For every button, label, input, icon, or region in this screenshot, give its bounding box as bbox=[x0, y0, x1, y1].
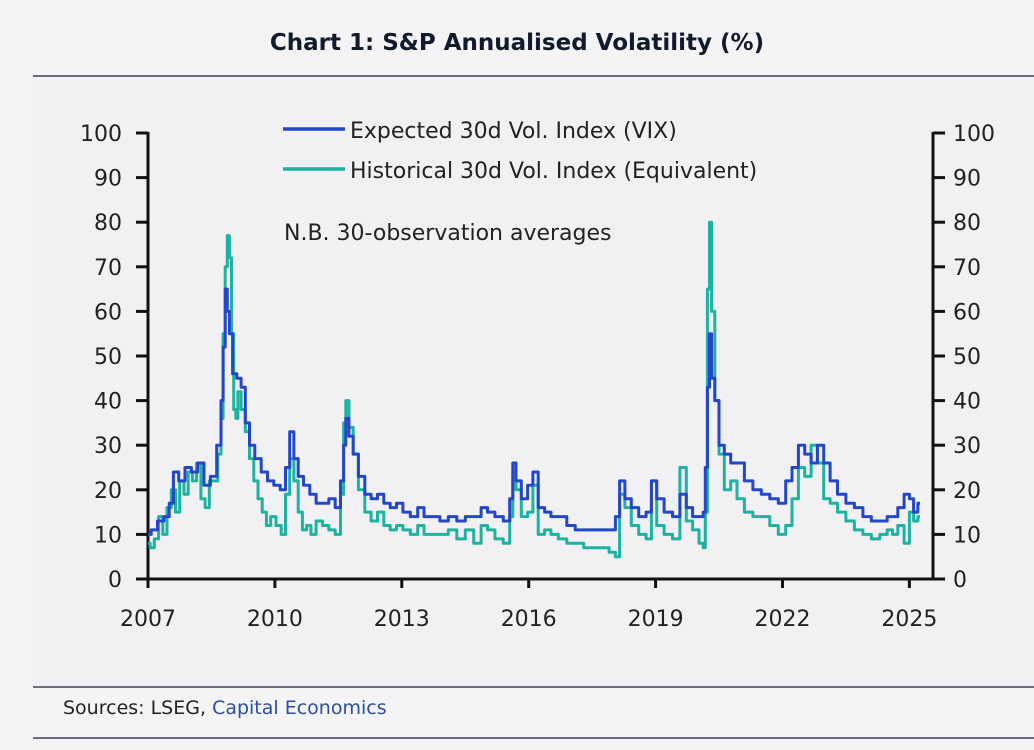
series-line-historical bbox=[148, 220, 920, 559]
sources-line: Sources: LSEG, Capital Economics bbox=[63, 697, 387, 719]
y-tick-label-left: 90 bbox=[94, 167, 122, 192]
x-tick-label: 2007 bbox=[120, 607, 176, 632]
y-tick-label-right: 10 bbox=[953, 523, 981, 548]
y-tick-label-right: 0 bbox=[953, 568, 967, 593]
chart-title: Chart 1: S&P Annualised Volatility (%) bbox=[269, 30, 765, 56]
y-tick-label-left: 100 bbox=[80, 122, 122, 147]
y-tick-label-left: 10 bbox=[94, 523, 122, 548]
y-tick-label-left: 50 bbox=[94, 345, 122, 370]
x-tick-label: 2025 bbox=[881, 607, 937, 632]
x-tick-label: 2016 bbox=[501, 607, 557, 632]
y-tick-label-right: 30 bbox=[953, 434, 981, 459]
y-tick-label-left: 60 bbox=[94, 300, 122, 325]
y-tick-label-left: 20 bbox=[94, 479, 122, 504]
y-tick-label-right: 90 bbox=[953, 167, 981, 192]
y-tick-label-left: 30 bbox=[94, 434, 122, 459]
y-tick-label-left: 0 bbox=[108, 568, 122, 593]
y-tick-label-left: 70 bbox=[94, 256, 122, 281]
x-tick-label: 2013 bbox=[374, 607, 430, 632]
axes: 0 0 10 10 20 20 30 30 40 40 50 50 60 60 70 70 80 80 90 90 10… bbox=[80, 122, 995, 632]
y-tick-label-right: 70 bbox=[953, 256, 981, 281]
sources-link-capital-economics[interactable]: Capital Economics bbox=[212, 697, 387, 719]
footer-divider-bottom bbox=[33, 737, 1034, 739]
series-layer bbox=[148, 220, 920, 559]
x-tick-label: 2010 bbox=[247, 607, 303, 632]
y-tick-label-left: 80 bbox=[94, 211, 122, 236]
x-tick-label: 2019 bbox=[628, 607, 684, 632]
y-tick-label-left: 40 bbox=[94, 390, 122, 415]
legend-label-vix: Expected 30d Vol. Index (VIX) bbox=[350, 119, 677, 144]
chart-panel bbox=[33, 77, 1034, 686]
y-tick-label-right: 50 bbox=[953, 345, 981, 370]
y-tick-label-right: 20 bbox=[953, 479, 981, 504]
legend: Expected 30d Vol. Index (VIX) Historical… bbox=[283, 119, 757, 184]
x-tick-label: 2022 bbox=[755, 607, 811, 632]
series-line-vix bbox=[148, 287, 920, 536]
legend-label-historical: Historical 30d Vol. Index (Equivalent) bbox=[350, 159, 757, 184]
y-tick-label-right: 80 bbox=[953, 211, 981, 236]
sources-prefix: Sources: LSEG, bbox=[63, 697, 213, 719]
footer-divider-top bbox=[33, 686, 1034, 688]
y-tick-label-right: 40 bbox=[953, 390, 981, 415]
y-tick-label-right: 60 bbox=[953, 300, 981, 325]
title-divider bbox=[33, 75, 1034, 77]
annotation-note: N.B. 30-observation averages bbox=[284, 221, 612, 246]
y-tick-label-right: 100 bbox=[953, 122, 995, 147]
